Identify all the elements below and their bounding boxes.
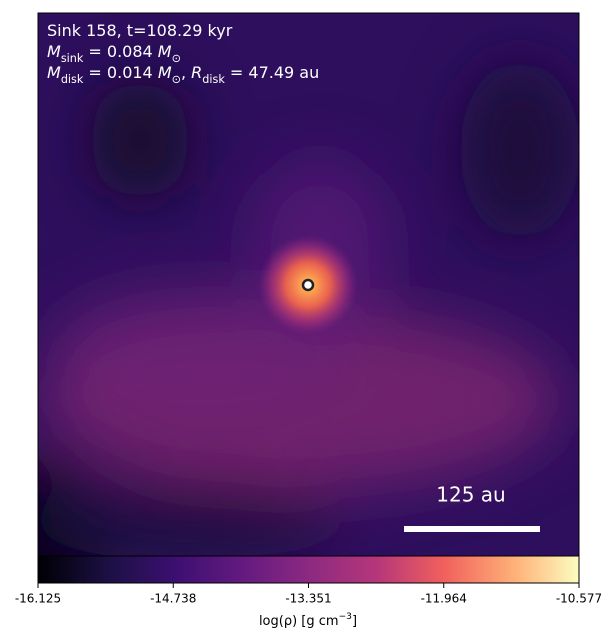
text-part: log(ρ) [g cm <box>259 614 339 629</box>
text-part: M <box>47 42 61 61</box>
colorbar-tick-label: -13.351 <box>285 592 331 606</box>
text-part: −3 <box>339 612 353 622</box>
text-part: R <box>191 63 202 82</box>
title-line: Mdisk = 0.014 M⊙, Rdisk = 47.49 au <box>47 63 319 86</box>
text-part: Sink 158, t=108.29 kyr <box>47 21 233 40</box>
colorbar-label: log(ρ) [g cm−3] <box>259 612 357 629</box>
colorbar-tick-label: -10.577 <box>556 592 602 606</box>
text-part: disk <box>202 73 225 86</box>
sink-marker <box>301 278 315 292</box>
colorbar <box>37 555 580 584</box>
title-line: Msink = 0.084 M⊙ <box>47 42 181 65</box>
colorbar-tick-label: -14.738 <box>150 592 196 606</box>
text-part: = 0.084 <box>83 42 157 61</box>
text-part: M <box>158 42 172 61</box>
title-line: Sink 158, t=108.29 kyr <box>47 21 233 40</box>
text-part: ] <box>352 614 357 629</box>
colorbar-tick-label: -16.125 <box>15 592 61 606</box>
scale-bar-label: 125 au <box>436 483 505 507</box>
text-part: M <box>47 63 61 82</box>
text-part: disk <box>61 73 84 86</box>
text-part: = 47.49 au <box>225 63 319 82</box>
text-part: M <box>158 63 172 82</box>
colorbar-tick-label: -11.964 <box>421 592 467 606</box>
density-map <box>38 13 579 556</box>
text-part: = 0.014 <box>83 63 157 82</box>
text-part: ⊙ <box>172 73 181 86</box>
text-part: sink <box>61 52 84 65</box>
text-part: ⊙ <box>172 52 181 65</box>
text-part: , <box>181 63 191 82</box>
